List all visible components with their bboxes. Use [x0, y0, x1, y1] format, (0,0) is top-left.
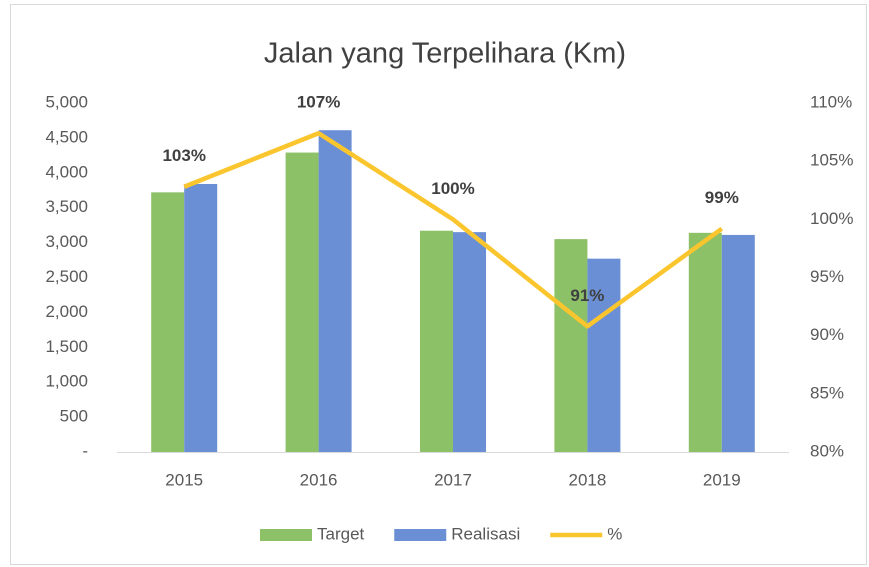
- y-tick-label: 500: [60, 407, 88, 426]
- data-label: 103%: [162, 146, 205, 165]
- y-tick-label: 3,500: [45, 197, 88, 216]
- data-label: 91%: [570, 286, 604, 305]
- y-tick-label: 3,000: [45, 232, 88, 251]
- y-tick-label: 2,000: [45, 302, 88, 321]
- bar: [151, 192, 185, 452]
- y-tick-label: 1,000: [45, 372, 88, 391]
- y-tick-label: 4,500: [45, 127, 88, 146]
- y-tick-label: -: [82, 441, 88, 460]
- legend-label: Target: [317, 524, 365, 543]
- legend-swatch: [394, 529, 447, 541]
- bar: [587, 258, 621, 452]
- bar: [318, 130, 352, 453]
- data-label: 100%: [431, 179, 474, 198]
- x-tick-label: 2016: [300, 470, 338, 489]
- legend-swatch: [260, 529, 312, 541]
- y-tick-label: 1,500: [45, 337, 88, 356]
- data-label: 99%: [705, 188, 739, 207]
- bar: [420, 230, 453, 452]
- bar: [453, 232, 486, 452]
- y-tick-label: 2,500: [45, 267, 88, 286]
- bar: [554, 239, 588, 452]
- x-tick-label: 2017: [434, 470, 472, 489]
- y-tick-label: 4,000: [45, 162, 88, 181]
- x-tick-label: 2015: [165, 470, 203, 489]
- bar: [184, 183, 218, 452]
- y2-tick-label: 110%: [810, 92, 852, 111]
- y2-tick-label: 80%: [810, 441, 844, 460]
- legend-label: %: [607, 524, 622, 543]
- bar: [721, 234, 755, 452]
- y2-tick-label: 105%: [810, 151, 853, 170]
- bar: [285, 152, 319, 453]
- y2-tick-label: 85%: [810, 383, 844, 402]
- x-tick-label: 2019: [703, 470, 741, 489]
- y2-tick-label: 95%: [810, 267, 844, 286]
- data-label: 107%: [297, 93, 340, 112]
- x-tick-label: 2018: [568, 470, 606, 489]
- bar: [688, 232, 722, 452]
- legend-label: Realisasi: [451, 524, 520, 543]
- y2-tick-label: 100%: [810, 209, 853, 228]
- y2-tick-label: 90%: [810, 325, 844, 344]
- chart-title: Jalan yang Terpelihara (Km): [264, 38, 626, 70]
- y-tick-label: 5,000: [45, 92, 88, 111]
- line-series: [183, 130, 724, 329]
